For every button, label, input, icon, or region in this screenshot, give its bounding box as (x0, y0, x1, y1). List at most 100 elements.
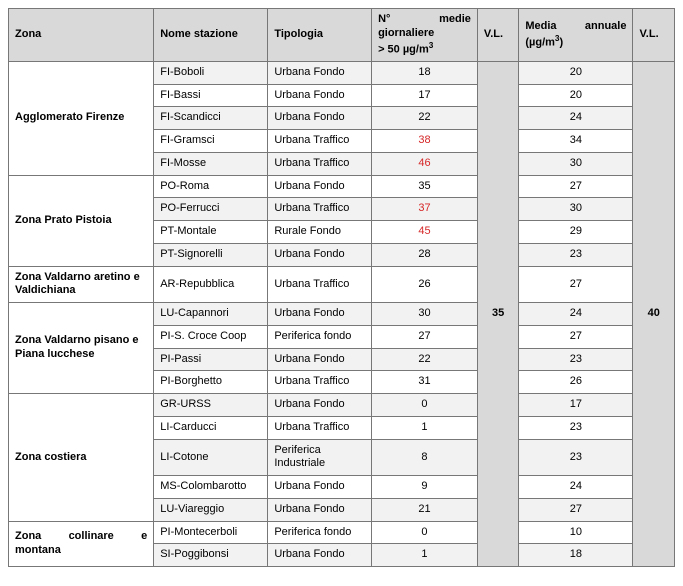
col-vl-annual: V.L. (633, 9, 675, 62)
zone-cell: Zona Prato Pistoia (9, 175, 154, 266)
zone-cell: Zonacollinareemontana (9, 521, 154, 567)
col-type: Tipologia (268, 9, 372, 62)
station-cell: LU-Capannori (154, 303, 268, 326)
station-cell: FI-Bassi (154, 84, 268, 107)
station-cell: AR-Repubblica (154, 266, 268, 303)
type-cell: Urbana Fondo (268, 175, 372, 198)
station-cell: MS-Colombarotto (154, 476, 268, 499)
zone-cell: Zona Valdarno aretino e Valdichiana (9, 266, 154, 303)
type-cell: Urbana Traffico (268, 416, 372, 439)
annual-mean-cell: 27 (519, 266, 633, 303)
vl-annual-cell: 40 (633, 61, 675, 566)
table-row: Agglomerato FirenzeFI-BoboliUrbana Fondo… (9, 61, 675, 84)
station-cell: LI-Carducci (154, 416, 268, 439)
annual-mean-cell: 23 (519, 243, 633, 266)
col-daily: N° medie giornaliere > 50 µg/m3 (372, 9, 478, 62)
type-cell: Urbana Fondo (268, 476, 372, 499)
station-cell: SI-Poggibonsi (154, 544, 268, 567)
daily-count-cell: 38 (372, 130, 478, 153)
type-cell: Urbana Traffico (268, 266, 372, 303)
pm10-stations-table: Zona Nome stazione Tipologia N° medie gi… (8, 8, 675, 567)
annual-mean-cell: 29 (519, 221, 633, 244)
annual-mean-cell: 26 (519, 371, 633, 394)
daily-count-cell: 1 (372, 416, 478, 439)
station-cell: LI-Cotone (154, 439, 268, 476)
annual-mean-cell: 17 (519, 394, 633, 417)
station-cell: PI-Borghetto (154, 371, 268, 394)
annual-mean-cell: 18 (519, 544, 633, 567)
annual-mean-cell: 24 (519, 303, 633, 326)
daily-count-cell: 17 (372, 84, 478, 107)
table-row: Zona Prato PistoiaPO-RomaUrbana Fondo352… (9, 175, 675, 198)
type-cell: Urbana Traffico (268, 130, 372, 153)
station-cell: FI-Gramsci (154, 130, 268, 153)
station-cell: PT-Signorelli (154, 243, 268, 266)
station-cell: PI-S. Croce Coop (154, 325, 268, 348)
annual-mean-cell: 24 (519, 107, 633, 130)
daily-count-cell: 46 (372, 152, 478, 175)
daily-count-cell: 37 (372, 198, 478, 221)
station-cell: PO-Ferrucci (154, 198, 268, 221)
daily-count-cell: 0 (372, 394, 478, 417)
col-vl-daily: V.L. (477, 9, 518, 62)
station-cell: FI-Mosse (154, 152, 268, 175)
col-zone: Zona (9, 9, 154, 62)
daily-count-cell: 0 (372, 521, 478, 544)
station-cell: GR-URSS (154, 394, 268, 417)
annual-mean-cell: 23 (519, 348, 633, 371)
col-station: Nome stazione (154, 9, 268, 62)
station-cell: PI-Montecerboli (154, 521, 268, 544)
annual-mean-cell: 27 (519, 325, 633, 348)
type-cell: Urbana Fondo (268, 303, 372, 326)
annual-mean-cell: 23 (519, 439, 633, 476)
table-row: ZonacollinareemontanaPI-MontecerboliPeri… (9, 521, 675, 544)
type-cell: Urbana Traffico (268, 152, 372, 175)
type-cell: Urbana Traffico (268, 198, 372, 221)
annual-mean-cell: 30 (519, 152, 633, 175)
annual-mean-cell: 10 (519, 521, 633, 544)
daily-count-cell: 1 (372, 544, 478, 567)
station-cell: PI-Passi (154, 348, 268, 371)
daily-count-cell: 26 (372, 266, 478, 303)
type-cell: Urbana Fondo (268, 84, 372, 107)
daily-count-cell: 8 (372, 439, 478, 476)
table-row: Zona Valdarno pisano e Piana luccheseLU-… (9, 303, 675, 326)
annual-mean-cell: 30 (519, 198, 633, 221)
annual-mean-cell: 27 (519, 175, 633, 198)
zone-cell: Zona costiera (9, 394, 154, 522)
type-cell: Urbana Fondo (268, 348, 372, 371)
type-cell: Periferica fondo (268, 325, 372, 348)
daily-count-cell: 27 (372, 325, 478, 348)
table-row: Zona Valdarno aretino e ValdichianaAR-Re… (9, 266, 675, 303)
type-cell: Rurale Fondo (268, 221, 372, 244)
annual-mean-cell: 27 (519, 498, 633, 521)
annual-mean-cell: 20 (519, 84, 633, 107)
zone-cell: Agglomerato Firenze (9, 61, 154, 175)
daily-count-cell: 22 (372, 348, 478, 371)
station-cell: FI-Scandicci (154, 107, 268, 130)
annual-mean-cell: 23 (519, 416, 633, 439)
zone-cell: Zona Valdarno pisano e Piana lucchese (9, 303, 154, 394)
daily-count-cell: 45 (372, 221, 478, 244)
type-cell: Urbana Fondo (268, 544, 372, 567)
station-cell: FI-Boboli (154, 61, 268, 84)
table-row: Zona costieraGR-URSSUrbana Fondo017 (9, 394, 675, 417)
daily-count-cell: 21 (372, 498, 478, 521)
daily-count-cell: 28 (372, 243, 478, 266)
station-cell: LU-Viareggio (154, 498, 268, 521)
daily-count-cell: 35 (372, 175, 478, 198)
col-annual: Media annuale (µg/m3) (519, 9, 633, 62)
type-cell: Urbana Fondo (268, 498, 372, 521)
annual-mean-cell: 34 (519, 130, 633, 153)
station-cell: PT-Montale (154, 221, 268, 244)
type-cell: Urbana Traffico (268, 371, 372, 394)
table-body: Agglomerato FirenzeFI-BoboliUrbana Fondo… (9, 61, 675, 566)
annual-mean-cell: 20 (519, 61, 633, 84)
daily-count-cell: 18 (372, 61, 478, 84)
daily-count-cell: 31 (372, 371, 478, 394)
station-cell: PO-Roma (154, 175, 268, 198)
daily-count-cell: 22 (372, 107, 478, 130)
annual-mean-cell: 24 (519, 476, 633, 499)
daily-count-cell: 30 (372, 303, 478, 326)
vl-daily-cell: 35 (477, 61, 518, 566)
